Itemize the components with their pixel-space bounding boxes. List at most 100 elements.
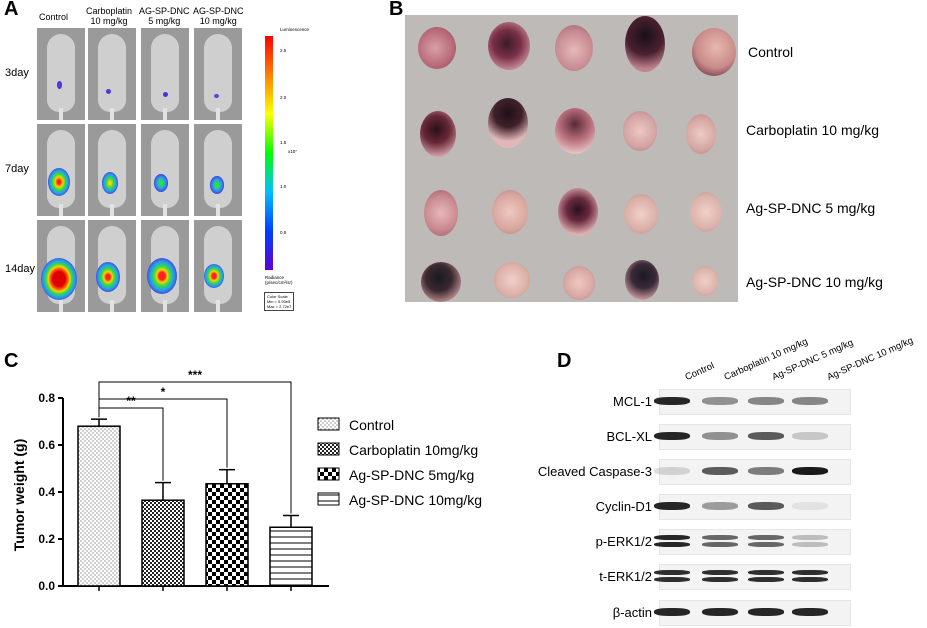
colorbar-title: Luminescence [280, 27, 310, 32]
tumor [690, 192, 722, 232]
tumor [424, 190, 458, 236]
tumor [418, 27, 456, 69]
blot-band [792, 570, 828, 575]
blot-band [792, 467, 828, 475]
legend-swatch [317, 492, 340, 506]
panel-label-a: A [4, 0, 19, 20]
colorbar-tick: 0.5 [280, 230, 287, 235]
blot-band [792, 432, 828, 440]
significance-label: *** [188, 368, 202, 382]
y-tick-label: 0.2 [38, 532, 55, 546]
legend-label: Control [349, 417, 394, 433]
mouse-image [88, 28, 136, 120]
luminescence-spot [102, 172, 118, 194]
blot-band [748, 432, 784, 440]
y-tick-label: 0.4 [38, 485, 55, 499]
y-tick-label: 0.8 [38, 391, 55, 405]
legend-label: Ag-SP-DNC 5mg/kg [349, 467, 474, 483]
y-tick-label: 0.0 [38, 579, 55, 593]
tumor [494, 262, 530, 298]
bar-2 [141, 499, 185, 587]
blot-label: Cleaved Caspase-3 [537, 464, 652, 479]
blot-band [748, 502, 784, 510]
blot-band [792, 535, 828, 540]
blot-band [654, 467, 690, 475]
legend-swatch [317, 417, 340, 431]
luminescence-spot [48, 168, 70, 196]
tumor-weight-chart: Tumor weight (g) 0.00.20.40.60.8 ******Co… [11, 368, 482, 593]
panel-a-col-control: Control [39, 12, 69, 22]
tumor [692, 28, 736, 76]
blot-band [748, 542, 784, 547]
mouse-image [141, 28, 189, 120]
blot-label: Cyclin-D1 [595, 499, 652, 514]
significance-bracket [98, 381, 292, 514]
tumor [488, 22, 530, 70]
colorbar-tick: 1.5 [280, 140, 287, 145]
blot-band [654, 542, 690, 547]
luminescence-spot [57, 81, 62, 89]
panel-a-row-3day: 3day [5, 67, 29, 79]
blot-band [702, 570, 738, 575]
blot-label: β-actin [612, 605, 652, 620]
legend-label: Carboplatin 10mg/kg [349, 442, 478, 458]
blot-band [702, 467, 738, 475]
blot-band [654, 397, 690, 405]
tumor [555, 108, 595, 154]
panel-a-col-agsp10: AG-SP-DNC 10 mg/kg [193, 6, 244, 26]
panel-a-col-agsp5: AG-SP-DNC 5 mg/kg [139, 6, 190, 26]
luminescence-spot [204, 264, 224, 288]
tumor [692, 266, 718, 296]
colorbar-tick: 2.0 [280, 95, 287, 100]
luminescence-spot [147, 258, 177, 294]
tumor [686, 114, 716, 154]
blot-band [702, 577, 738, 582]
blot-band [748, 467, 784, 475]
blot-band [654, 577, 690, 582]
significance-label: ** [126, 394, 136, 408]
blot-column-header: Carboplatin 10 mg/kg [722, 336, 810, 383]
tumor [623, 111, 657, 151]
panel-b-row-agsp5: Ag-SP-DNC 5 mg/kg [746, 200, 876, 216]
blot-band [792, 542, 828, 547]
panel-b-row-carboplatin: Carboplatin 10 mg/kg [746, 122, 880, 138]
blot-band [654, 432, 690, 440]
mouse-image [141, 124, 189, 216]
blot-label: p-ERK1/2 [595, 534, 652, 549]
mouse-image [194, 124, 242, 216]
tumor [420, 111, 456, 157]
panel-a-row-7day: 7day [5, 163, 29, 175]
colorbar-multiplier: x10⁷ [288, 149, 297, 154]
blot-band [792, 397, 828, 405]
blot-band [654, 570, 690, 575]
tumor [488, 98, 528, 148]
blot-label: t-ERK1/2 [599, 569, 652, 584]
colorbar-tick: 1.0 [280, 184, 287, 189]
bar-4 [269, 526, 313, 587]
luminescence-spot [96, 262, 120, 292]
tumor [421, 262, 461, 302]
mouse-image [88, 124, 136, 216]
legend-label: Ag-SP-DNC 10mg/kg [349, 492, 482, 508]
mouse-image [37, 28, 85, 120]
blot-band [702, 502, 738, 510]
significance-label: * [161, 385, 166, 399]
tumor [624, 194, 658, 234]
blot-band [702, 535, 738, 540]
blot-band [702, 432, 738, 440]
luminescence-spot [210, 176, 224, 194]
panel-b-row-agsp10: Ag-SP-DNC 10 mg/kg [746, 274, 883, 290]
blot-band [654, 608, 690, 616]
blot-band [748, 570, 784, 575]
blot-band [792, 608, 828, 616]
blot-band [748, 535, 784, 540]
blot-label: MCL-1 [612, 394, 652, 409]
panel-label-c: C [4, 350, 19, 372]
blot-band [792, 502, 828, 510]
blot-band [792, 577, 828, 582]
tumor [625, 260, 659, 300]
blot-column-header: Control [683, 360, 716, 383]
blot-band [702, 542, 738, 547]
color-scale-box: Color Scale Min = 5.90e5 Max = 2.72e7 [264, 292, 295, 311]
blot-label: BCL-XL [606, 429, 652, 444]
